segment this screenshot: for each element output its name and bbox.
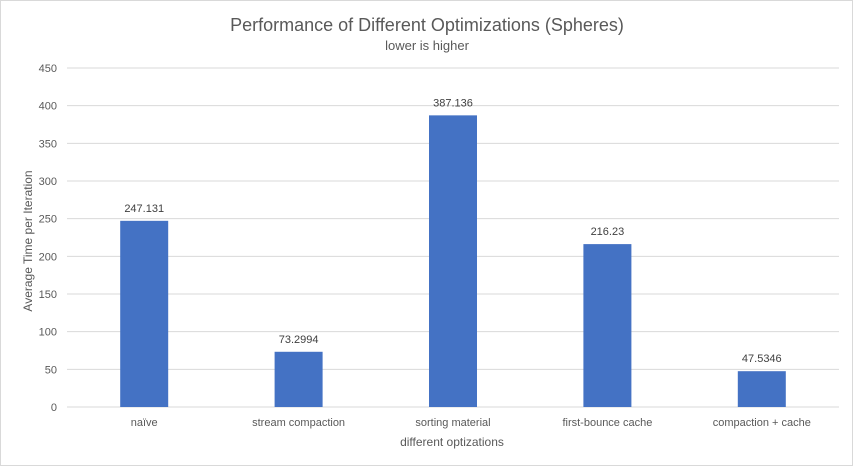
y-tick-label: 350 <box>39 138 57 150</box>
bar <box>120 220 169 407</box>
x-category-label: sorting material <box>415 417 490 429</box>
data-labels: 247.131 73.2994 387.136 216.23 47.5346 <box>124 97 781 365</box>
chart-title: Performance of Different Optimizations (… <box>230 15 624 35</box>
y-tick-label: 150 <box>39 289 57 301</box>
x-axis-categories: naïve stream compaction sorting material fi… <box>131 417 811 429</box>
y-tick-label: 200 <box>39 251 57 263</box>
x-category-label: stream compaction <box>252 417 345 429</box>
bar <box>429 115 477 407</box>
chart-subtitle: lower is higher <box>385 38 469 53</box>
bar <box>583 244 632 407</box>
data-label: 216.23 <box>591 226 625 238</box>
y-tick-label: 0 <box>51 402 57 414</box>
y-tick-label: 450 <box>39 63 57 75</box>
x-axis-title: different optizations <box>400 435 504 449</box>
data-label: 47.5346 <box>742 353 782 365</box>
y-tick-label: 300 <box>39 176 57 188</box>
x-category-label: first-bounce cache <box>562 417 652 429</box>
y-tick-label: 50 <box>45 364 57 376</box>
data-label: 387.136 <box>433 97 473 109</box>
bars <box>120 115 786 407</box>
x-category-label: naïve <box>131 417 158 429</box>
x-category-label: compaction + cache <box>713 417 811 429</box>
y-tick-label: 100 <box>39 327 57 339</box>
y-tick-label: 400 <box>39 101 57 113</box>
y-axis-title: Average Time per Iteration <box>21 170 35 311</box>
y-tick-label: 250 <box>39 214 57 226</box>
y-axis-ticks: 0 50 100 150 200 250 300 350 400 450 <box>39 63 57 414</box>
bar <box>274 351 323 407</box>
bar <box>737 371 786 407</box>
data-label: 73.2994 <box>279 334 319 346</box>
data-label: 247.131 <box>124 203 164 215</box>
